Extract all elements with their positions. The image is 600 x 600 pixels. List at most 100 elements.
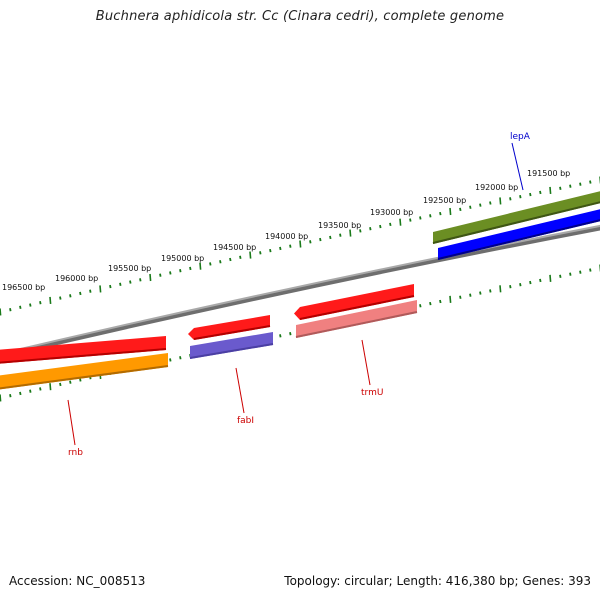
outer-tick	[479, 203, 482, 207]
outer-tick	[349, 229, 352, 237]
outer-tick	[329, 235, 332, 240]
outer-tick	[339, 233, 342, 237]
backbone-shadow	[0, 225, 600, 359]
outer-tick	[229, 257, 232, 262]
gene-feature-red-mid-edge	[193, 325, 271, 340]
gene-feature-red-right-edge	[299, 295, 415, 320]
leader-rnb	[67, 399, 76, 446]
outer-tick	[109, 284, 112, 289]
inner-tick	[579, 270, 582, 274]
inner-tick	[489, 289, 492, 293]
outer-tick	[199, 262, 202, 270]
inner-tick	[519, 282, 522, 287]
gene-label-rnb: rnb	[68, 448, 83, 458]
gene-rnb-feature-edge	[0, 365, 169, 390]
tick-label: 196000 bp	[55, 274, 98, 283]
outer-tick	[509, 197, 512, 201]
inner-tick	[509, 285, 512, 289]
outer-tick	[69, 294, 72, 298]
genome-stats-text: Topology: circular; Length: 416,380 bp; …	[284, 574, 591, 588]
inner-tick	[539, 278, 542, 283]
leader-trmU	[361, 339, 371, 386]
outer-tick	[119, 282, 122, 286]
gene-feature-green-right	[433, 191, 600, 244]
inner-tick	[549, 274, 552, 282]
inner-tick	[79, 378, 82, 382]
gene-feature-red-left	[0, 336, 166, 364]
outer-tick	[9, 307, 12, 312]
gene-label-trmU: trmU	[361, 388, 383, 398]
gene-trmU-feature	[296, 300, 417, 338]
inner-tick	[529, 280, 532, 285]
gene-label-leaders	[67, 142, 524, 446]
inner-tick	[589, 268, 592, 272]
outer-tick	[269, 248, 272, 253]
gene-lepA-feature	[438, 209, 600, 260]
inner-tick	[39, 387, 42, 391]
gene-trmU-feature-edge	[295, 311, 418, 338]
outer-tick	[59, 296, 62, 300]
accession-text: Accession: NC_008513	[9, 574, 146, 588]
outer-tick	[169, 271, 172, 275]
inner-tick	[59, 382, 62, 387]
outer-tick	[379, 224, 382, 229]
gene-feature-red-right	[294, 284, 414, 320]
inner-tick	[19, 391, 22, 396]
inner-tick	[179, 356, 182, 360]
gene-fabI-feature	[190, 332, 273, 359]
outer-tick	[459, 207, 462, 212]
outer-tick	[539, 190, 542, 195]
inner-tick	[0, 394, 2, 402]
gene-lepA-feature-edge	[437, 219, 600, 260]
outer-tick	[369, 227, 372, 231]
tick-label: 192000 bp	[475, 183, 518, 192]
outer-tick	[189, 266, 192, 271]
inner-tick	[29, 389, 32, 393]
gene-feature-red-left-edge	[0, 348, 167, 364]
outer-tick	[309, 240, 312, 244]
outer-tick	[239, 255, 242, 259]
inner-tick	[449, 295, 452, 303]
outer-tick	[299, 240, 302, 248]
outer-tick	[99, 285, 102, 293]
inner-tick	[559, 274, 562, 278]
tick-label: 196500 bp	[2, 283, 45, 292]
tick-label: 192500 bp	[423, 196, 466, 205]
outer-tick	[179, 269, 182, 273]
outer-tick	[399, 218, 402, 226]
outer-tick	[279, 246, 282, 251]
outer-tick	[409, 218, 412, 222]
outer-tick	[209, 262, 212, 266]
outer-tick	[19, 305, 22, 310]
outer-tick	[29, 303, 32, 307]
tick-label: 195000 bp	[161, 254, 204, 263]
backbone-highlight	[0, 224, 600, 355]
inner-tick	[9, 394, 12, 398]
outer-tick	[419, 216, 422, 220]
gene-label-fabI: fabI	[237, 416, 254, 426]
inner-tick	[419, 304, 422, 308]
scale-ticks-outer	[0, 176, 600, 316]
gene-label-lepA: lepA	[510, 132, 531, 142]
leader-lepA	[511, 142, 524, 191]
outer-tick	[0, 308, 2, 316]
inner-tick	[439, 299, 442, 304]
outer-tick	[469, 205, 472, 209]
outer-tick	[249, 251, 252, 259]
outer-tick	[49, 296, 52, 304]
map-title: Buchnera aphidicola str. Cc (Cinara cedr…	[95, 9, 505, 24]
outer-tick	[139, 278, 142, 282]
inner-tick	[459, 295, 462, 299]
outer-tick	[569, 184, 572, 188]
gene-labels: lepA rnb fabI trmU	[68, 132, 531, 458]
outer-tick	[259, 251, 262, 255]
inner-tick	[279, 334, 282, 338]
outer-tick	[159, 273, 162, 277]
outer-tick	[439, 211, 442, 216]
outer-tick	[389, 222, 392, 227]
outer-tick	[429, 214, 432, 218]
outer-tick	[79, 291, 82, 296]
outer-tick	[219, 260, 222, 264]
inner-tick	[69, 380, 72, 384]
